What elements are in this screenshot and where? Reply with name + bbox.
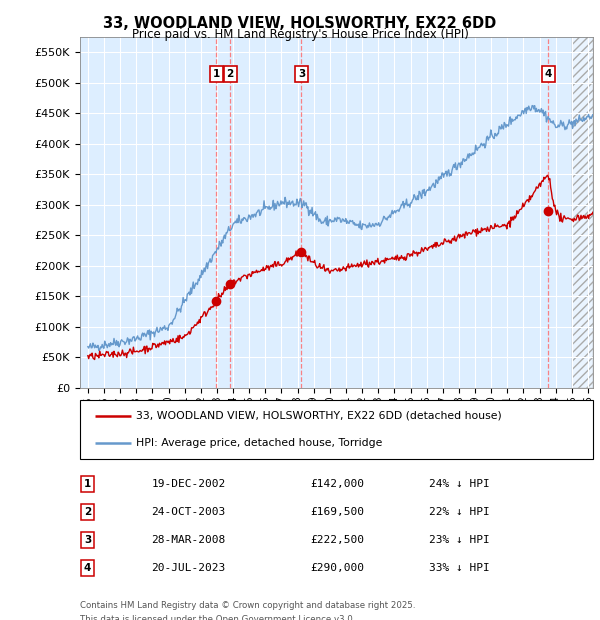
Text: £142,000: £142,000 — [311, 479, 365, 489]
Text: 4: 4 — [545, 69, 552, 79]
Bar — [572, 37, 593, 387]
Text: 28-MAR-2008: 28-MAR-2008 — [152, 535, 226, 545]
Text: HPI: Average price, detached house, Torridge: HPI: Average price, detached house, Torr… — [136, 438, 383, 448]
Text: 33, WOODLAND VIEW, HOLSWORTHY, EX22 6DD: 33, WOODLAND VIEW, HOLSWORTHY, EX22 6DD — [103, 16, 497, 30]
Text: 24-OCT-2003: 24-OCT-2003 — [152, 507, 226, 517]
Text: 2: 2 — [84, 507, 91, 517]
Text: Price paid vs. HM Land Registry's House Price Index (HPI): Price paid vs. HM Land Registry's House … — [131, 28, 469, 41]
FancyBboxPatch shape — [80, 400, 593, 459]
Text: 33% ↓ HPI: 33% ↓ HPI — [428, 563, 490, 573]
Bar — [572, 37, 593, 387]
Text: 3: 3 — [84, 535, 91, 545]
Text: 20-JUL-2023: 20-JUL-2023 — [152, 563, 226, 573]
Text: 23% ↓ HPI: 23% ↓ HPI — [428, 535, 490, 545]
Text: 33, WOODLAND VIEW, HOLSWORTHY, EX22 6DD (detached house): 33, WOODLAND VIEW, HOLSWORTHY, EX22 6DD … — [136, 411, 502, 421]
Text: Contains HM Land Registry data © Crown copyright and database right 2025.: Contains HM Land Registry data © Crown c… — [80, 601, 415, 611]
Text: 19-DEC-2002: 19-DEC-2002 — [152, 479, 226, 489]
Text: 24% ↓ HPI: 24% ↓ HPI — [428, 479, 490, 489]
Text: 4: 4 — [84, 563, 91, 573]
Text: 2: 2 — [227, 69, 234, 79]
Text: £222,500: £222,500 — [311, 535, 365, 545]
Text: £169,500: £169,500 — [311, 507, 365, 517]
Text: 1: 1 — [84, 479, 91, 489]
Text: 22% ↓ HPI: 22% ↓ HPI — [428, 507, 490, 517]
Text: 3: 3 — [298, 69, 305, 79]
Text: This data is licensed under the Open Government Licence v3.0.: This data is licensed under the Open Gov… — [80, 615, 355, 620]
Text: £290,000: £290,000 — [311, 563, 365, 573]
Text: 1: 1 — [213, 69, 220, 79]
